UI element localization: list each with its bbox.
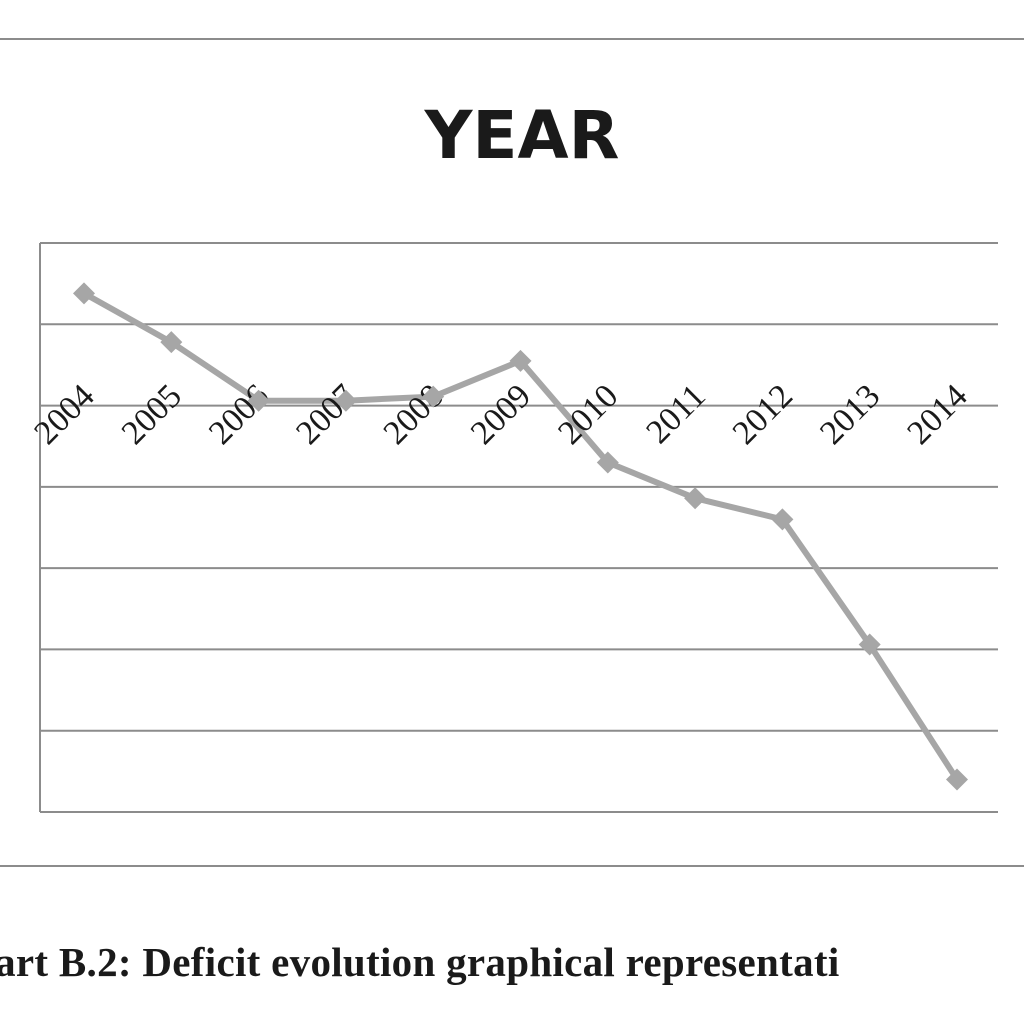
- x-tick-label: 2005: [115, 377, 189, 451]
- data-point-marker: [160, 331, 183, 354]
- data-point-marker: [509, 349, 532, 372]
- data-point-marker: [771, 508, 794, 531]
- gridlines: [40, 242, 998, 813]
- data-point-marker: [422, 385, 445, 408]
- data-point-marker: [946, 768, 968, 791]
- data-point-marker: [73, 282, 95, 305]
- x-tick-label: 2008: [377, 377, 451, 451]
- x-tick-label: 2011: [639, 377, 712, 450]
- data-point-marker: [596, 451, 619, 474]
- x-tick-labels: 2004 2005 2006 2007 2008 2009 2010 2011 2012 2013…: [27, 377, 974, 451]
- chart-title: YEAR: [424, 97, 620, 174]
- data-point-marker: [684, 487, 707, 510]
- x-tick-label: 2010: [551, 377, 625, 451]
- x-tick-label: 2006: [202, 377, 276, 451]
- data-point-marker: [334, 389, 357, 412]
- x-tick-label: 2012: [726, 377, 800, 451]
- data-point-marker: [858, 633, 881, 656]
- x-tick-label: 2004: [27, 377, 101, 451]
- data-points: [73, 282, 968, 791]
- x-tick-label: 2014: [900, 377, 974, 451]
- x-tick-label: 2007: [289, 377, 363, 451]
- data-point-marker: [247, 389, 270, 412]
- x-tick-label: 2013: [813, 377, 887, 451]
- figure-caption: hart B.2: Deficit evolution graphical re…: [0, 939, 840, 985]
- x-tick-label: 2009: [464, 377, 538, 451]
